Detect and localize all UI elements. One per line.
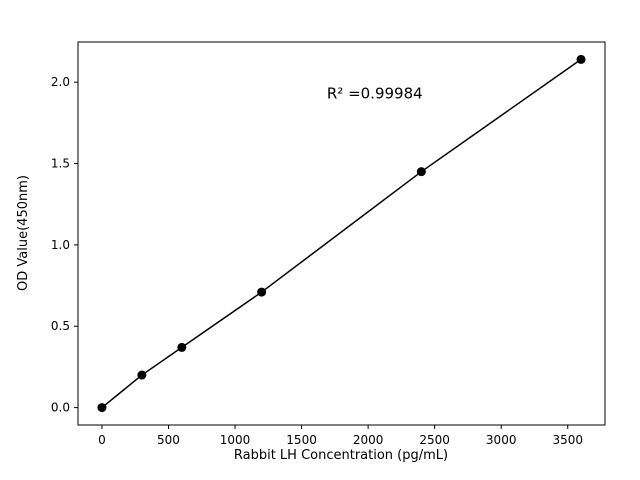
plot-area [77, 41, 606, 426]
data-point [177, 342, 187, 352]
y-tick-label: 2.0 [51, 75, 70, 89]
y-tick-label: 1.5 [51, 157, 70, 171]
y-tick-label: 0.0 [51, 401, 70, 415]
x-tick-label: 1000 [220, 433, 251, 447]
y-tick-label: 0.5 [51, 319, 70, 333]
x-tick-label: 3000 [486, 433, 517, 447]
x-tick-label: 2500 [419, 433, 450, 447]
data-point [257, 287, 267, 297]
x-tick-label: 500 [157, 433, 180, 447]
data-point [576, 54, 586, 64]
fit-line [101, 58, 582, 409]
x-tick-label: 2000 [353, 433, 384, 447]
y-tick-label: 1.0 [51, 238, 70, 252]
x-tick-label: 3500 [552, 433, 583, 447]
x-tick-label: 1500 [286, 433, 317, 447]
data-point [137, 370, 147, 380]
r-squared-annotation: R² =0.99984 [327, 84, 423, 102]
data-point [416, 167, 426, 177]
data-point [97, 403, 107, 413]
y-axis-title: OD Value(450nm) [16, 175, 31, 291]
x-tick-label: 0 [98, 433, 106, 447]
x-axis-title: Rabbit LH Concentration (pg/mL) [234, 448, 448, 463]
